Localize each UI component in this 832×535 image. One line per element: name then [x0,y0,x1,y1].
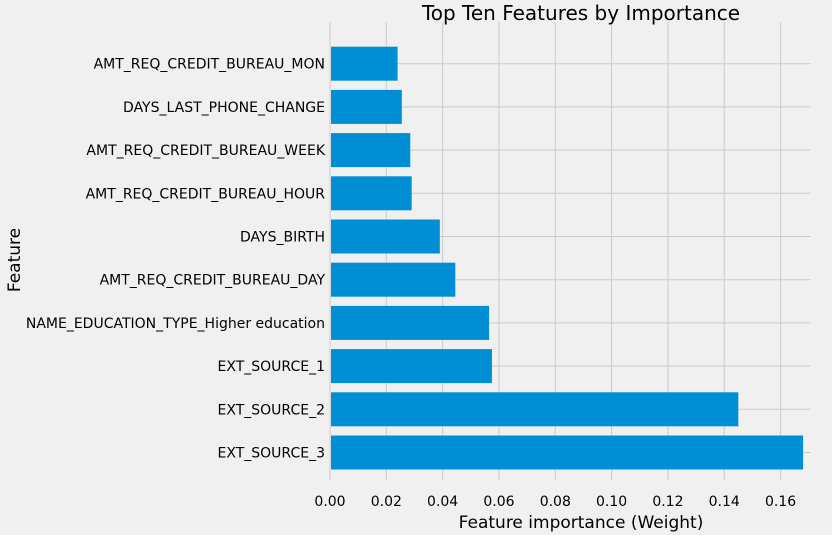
bar [331,176,412,211]
y-tick-label: EXT_SOURCE_3 [218,446,325,462]
x-tick-label: 0.14 [709,494,740,510]
y-tick-label: DAYS_LAST_PHONE_CHANGE [123,100,325,116]
x-tick-label: 0.08 [540,494,571,510]
y-axis-label: Feature [5,228,25,292]
chart-title: Top Ten Features by Importance [421,1,740,25]
x-tick-label: 0.12 [652,494,683,510]
x-tick-label: 0.16 [765,494,796,510]
y-tick-label: NAME_EDUCATION_TYPE_Higher education [26,316,325,332]
bar [331,392,739,427]
x-tick-label: 0.06 [483,494,514,510]
bar [331,89,402,124]
y-tick-label: AMT_REQ_CREDIT_BUREAU_DAY [100,273,326,289]
x-axis-ticks: 0.00 0.02 0.04 0.06 0.08 0.10 0.12 0.14 0.16 [314,494,796,510]
y-tick-label: EXT_SOURCE_1 [218,359,325,375]
x-tick-label: 0.02 [371,494,402,510]
bar [331,133,411,168]
bar [331,46,398,81]
x-axis-label: Feature importance (Weight) [459,513,704,533]
y-tick-label: AMT_REQ_CREDIT_BUREAU_MON [94,57,325,73]
y-tick-label: DAYS_BIRTH [240,230,325,246]
y-axis-ticks: EXT_SOURCE_3 EXT_SOURCE_2 EXT_SOURCE_1 NAME… [26,57,326,462]
bars [331,46,804,470]
bar [331,262,456,297]
x-tick-label: 0.00 [314,494,345,510]
bar [331,219,440,254]
x-tick-label: 0.04 [427,494,458,510]
bar [331,305,490,340]
y-tick-label: AMT_REQ_CREDIT_BUREAU_HOUR [86,186,326,202]
y-tick-label: AMT_REQ_CREDIT_BUREAU_WEEK [86,143,325,159]
y-tick-label: EXT_SOURCE_2 [218,402,325,418]
bar [331,435,804,470]
x-tick-label: 0.10 [596,494,627,510]
bar [331,349,492,384]
